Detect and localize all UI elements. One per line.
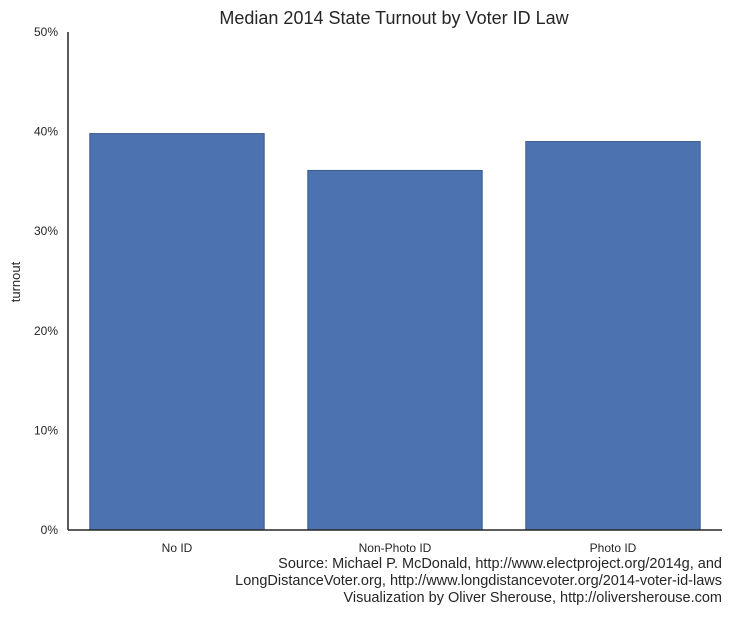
y-tick-label: 0% (41, 523, 59, 537)
y-ticks-group: 0% 10% 20% 30% 40% 50% (34, 25, 58, 537)
chart-title: Median 2014 State Turnout by Voter ID La… (219, 8, 569, 28)
y-tick-label: 40% (34, 125, 58, 139)
bar-no-id (89, 133, 265, 531)
y-tick-label: 10% (34, 423, 58, 437)
x-tick-label: Non-Photo ID (359, 541, 432, 555)
source-line-3: Visualization by Oliver Sherouse, http:/… (343, 590, 722, 606)
source-note: Source: Michael P. McDonald, http://www.… (235, 556, 722, 607)
y-axis-label: turnout (8, 261, 23, 302)
y-tick-label: 20% (34, 324, 58, 338)
x-ticks-group: No ID Non-Photo ID Photo ID (162, 541, 637, 555)
source-line-1: Source: Michael P. McDonald, http://www.… (278, 556, 722, 572)
source-line-2: LongDistanceVoter.org, http://www.longdi… (235, 573, 722, 589)
bar-photo-id (525, 141, 701, 531)
x-tick-label: Photo ID (590, 541, 637, 555)
bars-group (89, 133, 701, 531)
x-tick-label: No ID (162, 541, 193, 555)
y-tick-label: 50% (34, 25, 58, 39)
bar-non-photo-id (307, 169, 483, 531)
y-tick-label: 30% (34, 224, 58, 238)
